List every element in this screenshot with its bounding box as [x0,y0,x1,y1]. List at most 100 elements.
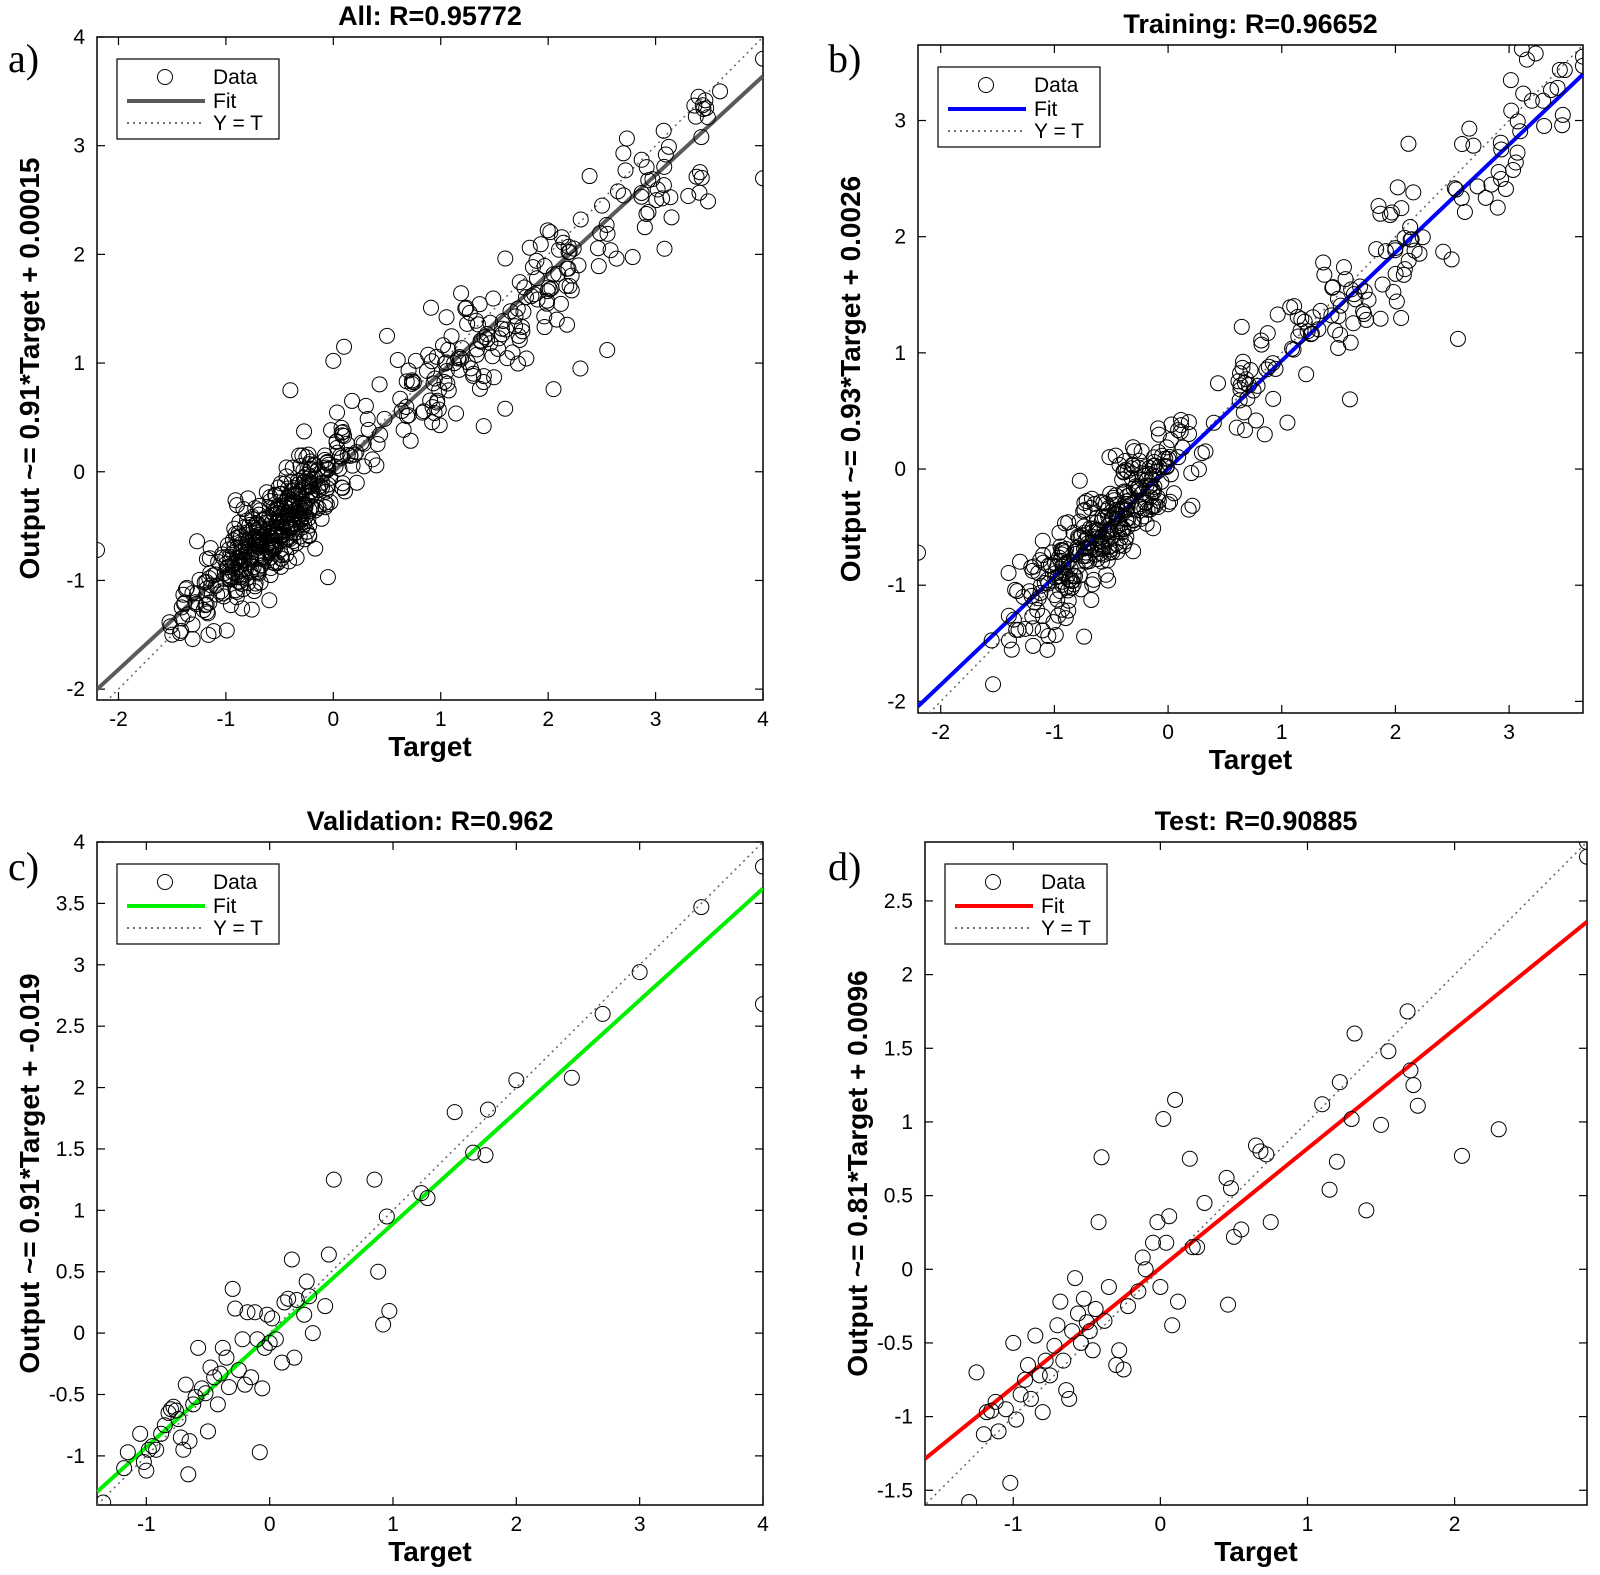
data-point [1082,499,1099,516]
data-point [175,586,192,603]
data-point [1489,199,1506,216]
data-point [333,449,350,466]
legend-label: Fit [213,895,236,918]
y-tick-label: 1 [894,342,906,365]
data-point [189,585,206,602]
data-point [1374,276,1391,293]
data-point [1289,308,1306,325]
data-point [1448,181,1465,198]
data-point [649,181,666,198]
x-axis-title: Target [1209,744,1293,775]
data-point [422,299,439,316]
data-point [1009,583,1026,600]
data-point [1356,306,1373,323]
data-point [366,1171,383,1188]
data-point [1181,1150,1198,1167]
data-point [1052,1293,1069,1310]
data-point [524,259,541,276]
data-point [563,1069,580,1086]
data-point [648,192,665,209]
data-point [1112,530,1129,547]
data-point [198,604,215,621]
data-point [1130,1283,1147,1300]
legend-label: Data [1041,871,1086,894]
data-point [310,482,327,499]
data-point [280,1290,297,1307]
x-tick-label: 4 [757,1513,769,1536]
data-point [1328,1153,1345,1170]
data-point [1170,449,1187,466]
data-point [202,1359,219,1376]
fit-line [918,72,1583,708]
data-point [189,533,206,550]
data-point [251,538,268,555]
data-point [392,390,409,407]
data-point [398,398,415,415]
data-point [162,618,179,635]
data-point [218,1349,235,1366]
data-point [1046,587,1063,604]
data-point [215,588,232,605]
data-point [638,206,655,223]
data-point [484,348,501,365]
data-point [529,291,546,308]
data-point [160,1404,177,1421]
data-point [521,239,538,256]
data-point [1094,540,1111,557]
data-point [599,342,616,359]
data-point [1347,291,1364,308]
data-point [1083,591,1100,608]
data-point [1331,1074,1348,1091]
data-point [212,1365,229,1382]
data-point [485,290,502,307]
data-point [278,531,295,548]
data-point [1184,497,1201,514]
data-point [1453,1147,1470,1164]
data-point [1005,611,1022,628]
x-tick-label: -1 [1045,721,1064,744]
data-point [1031,1367,1048,1384]
data-point [1052,538,1069,555]
data-point [968,1364,985,1381]
data-point [1101,449,1118,466]
data-point [1093,1149,1110,1166]
data-point [246,1304,263,1321]
data-point [1335,259,1352,276]
data-point [231,573,248,590]
data-point [1209,375,1226,392]
y-tick-label: 2.5 [884,890,913,913]
data-point [1076,494,1093,511]
data-point [292,457,309,474]
data-point [316,452,333,469]
data-point [436,373,453,390]
data-point [1388,293,1405,310]
data-point [1057,515,1074,532]
data-point [1180,501,1197,518]
data-point [1158,439,1175,456]
data-point [198,573,215,590]
data-point [1279,414,1296,431]
chart-title: Test: R=0.90885 [1155,806,1358,836]
data-point [1119,496,1136,513]
legend-label: Data [213,871,258,894]
data-point [407,352,424,369]
data-point [329,404,346,421]
data-point [615,145,632,162]
data-point [426,405,443,422]
data-point [1535,92,1552,109]
plot-marks [918,45,1583,713]
data-point [1124,456,1141,473]
data-point [355,435,372,452]
data-point [1058,1382,1075,1399]
data-point [320,1246,337,1263]
data-point [221,541,238,558]
data-point [1160,496,1177,513]
data-point [227,525,244,542]
data-point [1518,51,1535,68]
data-point [1107,447,1124,464]
data-point [1118,528,1135,545]
data-point [156,1417,173,1434]
data-point [364,451,381,468]
data-point [518,350,535,367]
data-point [197,1385,214,1402]
